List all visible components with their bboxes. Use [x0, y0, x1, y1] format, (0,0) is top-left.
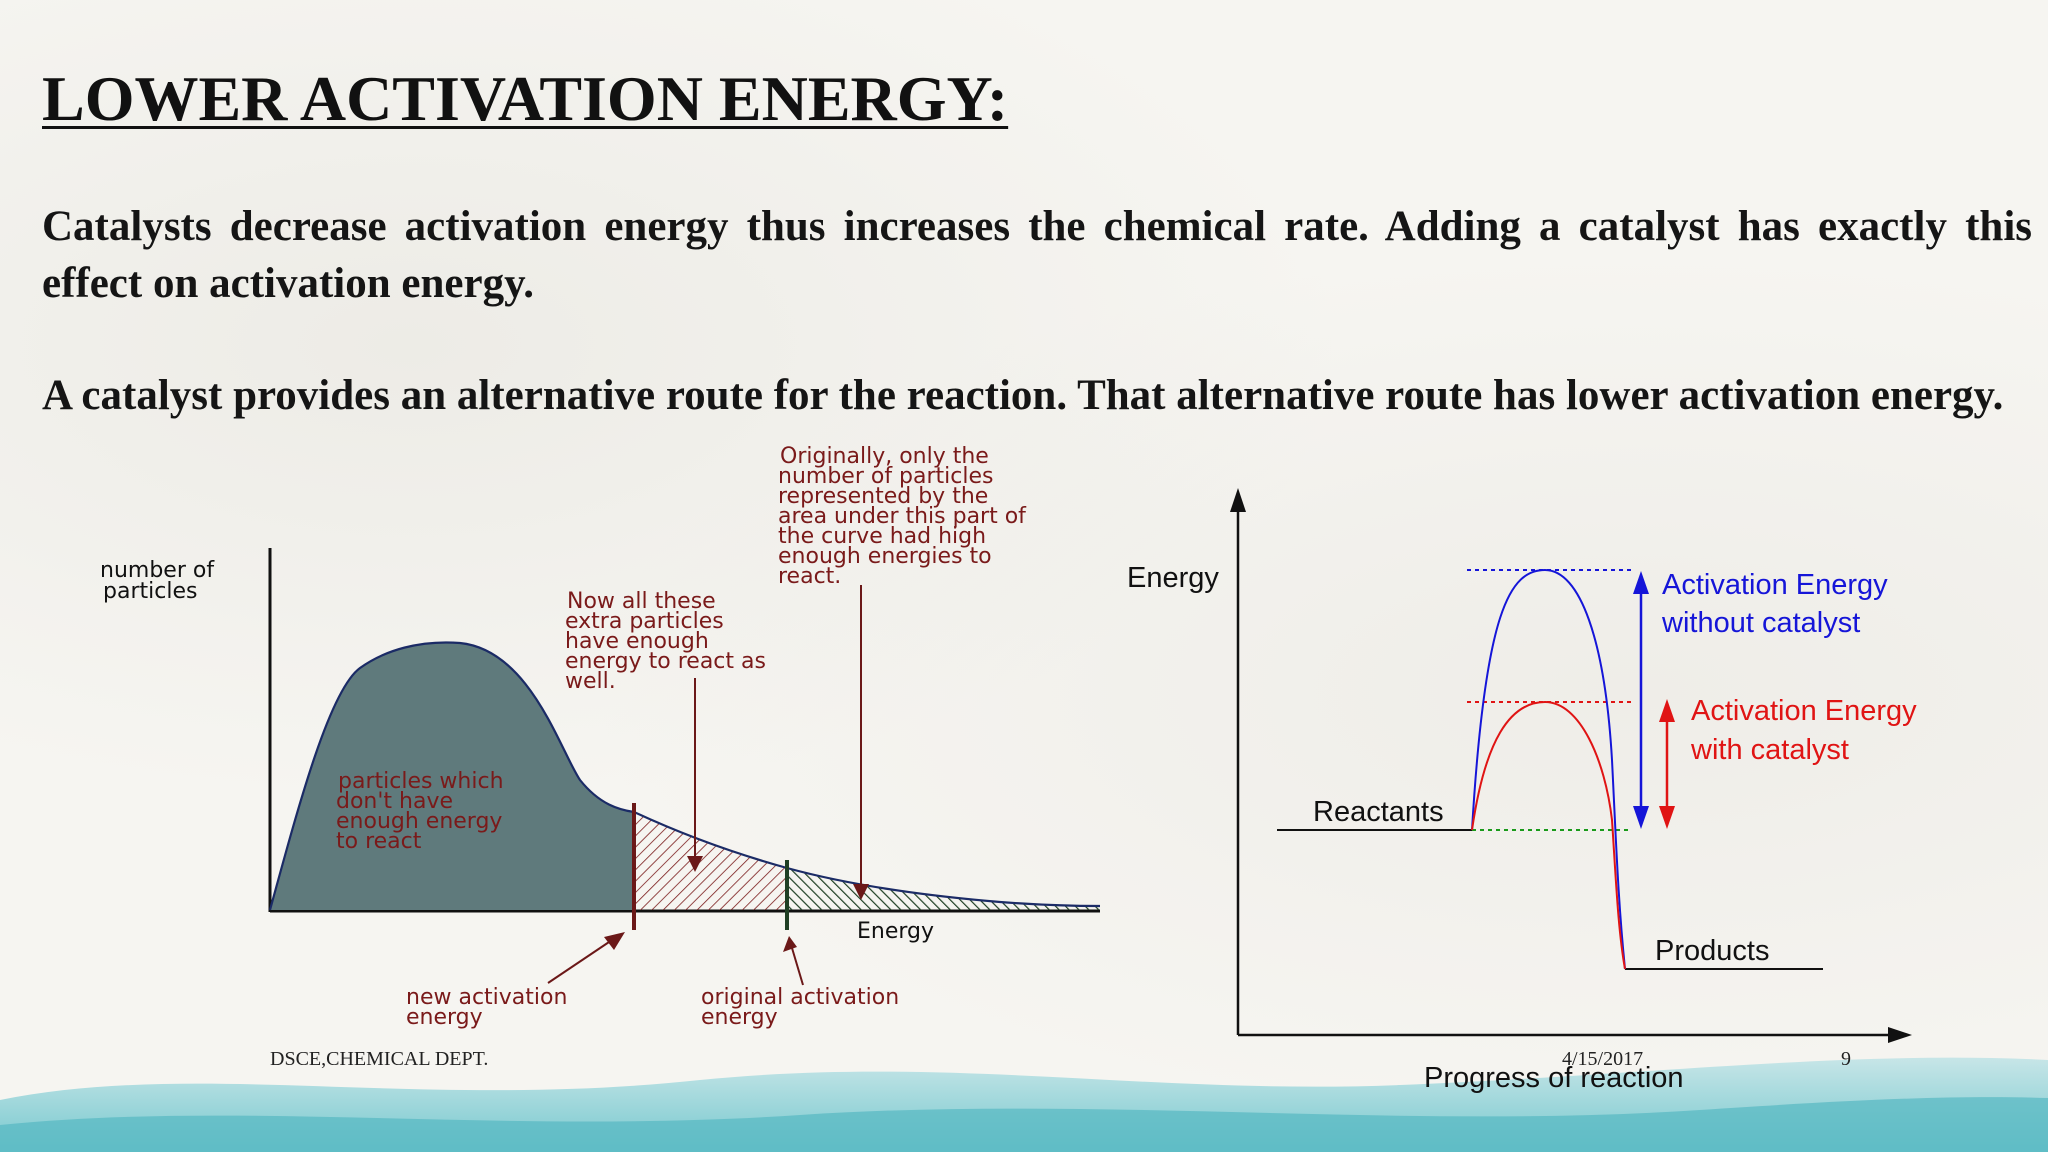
- svg-text:number of particles: number of particles: [778, 464, 994, 489]
- paragraph-catalyst-effect: Catalysts decrease activation energy thu…: [42, 203, 2032, 307]
- svg-text:the curve had high: the curve had high: [778, 524, 986, 549]
- footer-page-number: 9: [1841, 1048, 1851, 1070]
- new-activation-label: new activation energy: [406, 985, 567, 1030]
- original-activation-label: original activation energy: [701, 985, 899, 1030]
- svg-text:original activation: original activation: [701, 985, 899, 1010]
- svg-text:represented by the: represented by the: [778, 484, 988, 509]
- arrow-new-callout: [687, 856, 703, 872]
- products-label: Products: [1655, 935, 1769, 967]
- slide-title: LOWER ACTIVATION ENERGY:: [42, 63, 1009, 134]
- paragraph-alternative-route: A catalyst provides an alternative route…: [42, 372, 2004, 419]
- arrow-new-activation: [604, 932, 625, 950]
- svg-text:enough energy: enough energy: [336, 809, 502, 834]
- arrow-without-up: [1633, 571, 1649, 594]
- curve-without-catalyst: [1471, 568, 1626, 970]
- distribution-y-label-2: particles: [103, 579, 197, 604]
- distribution-x-label: Energy: [857, 919, 934, 944]
- svg-text:Now all these: Now all these: [567, 589, 716, 614]
- arrow-with-down: [1659, 806, 1675, 829]
- svg-text:have enough: have enough: [565, 629, 709, 654]
- svg-text:energy to react as: energy to react as: [565, 649, 766, 674]
- svg-text:don't have: don't have: [336, 789, 453, 814]
- arrow-original-activation: [783, 936, 797, 952]
- svg-text:particles which: particles which: [338, 769, 504, 794]
- inside-label: particles which don't have enough energy…: [336, 769, 504, 854]
- callout-new-particles: Now all these extra particles have enoug…: [565, 589, 766, 694]
- arrow-without-down: [1633, 806, 1649, 829]
- svg-text:Originally, only the: Originally, only the: [780, 444, 989, 469]
- without-catalyst-line1: Activation Energy: [1662, 569, 1888, 601]
- curve-with-catalyst: [1471, 700, 1626, 970]
- callout-original-particles: Originally, only the number of particles…: [778, 444, 1027, 589]
- distribution-curve-fill-left: [270, 642, 460, 910]
- original-activation-hatch: [787, 868, 1100, 910]
- with-catalyst-line2: with catalyst: [1690, 734, 1849, 766]
- svg-text:energy: energy: [406, 1005, 483, 1030]
- svg-text:extra particles: extra particles: [565, 609, 724, 634]
- arrow-original-callout: [853, 884, 869, 900]
- energy-x-label: Progress of reaction: [1424, 1062, 1684, 1094]
- decorative-wave: [0, 1057, 2048, 1152]
- arrow-with-up: [1659, 699, 1675, 722]
- without-catalyst-line2: without catalyst: [1661, 607, 1860, 639]
- new-activation-hatch: [634, 812, 787, 910]
- distribution-y-label-1: number of: [100, 558, 215, 583]
- svg-text:enough energies to: enough energies to: [778, 544, 992, 569]
- energy-x-arrowhead: [1888, 1027, 1912, 1043]
- svg-text:to react: to react: [336, 829, 422, 854]
- svg-text:energy: energy: [701, 1005, 778, 1030]
- svg-text:new activation: new activation: [406, 985, 567, 1010]
- svg-text:well.: well.: [565, 669, 616, 694]
- reactants-label: Reactants: [1313, 796, 1444, 828]
- svg-text:react.: react.: [778, 564, 841, 589]
- footer-date: 4/15/2017: [1562, 1048, 1644, 1070]
- energy-y-label: Energy: [1127, 562, 1219, 594]
- distribution-curve: [268, 641, 1101, 911]
- with-catalyst-line1: Activation Energy: [1691, 695, 1917, 727]
- svg-text:area under this part of: area under this part of: [778, 504, 1027, 529]
- footer-department: DSCE,CHEMICAL DEPT.: [270, 1048, 489, 1070]
- energy-y-arrowhead: [1230, 488, 1246, 512]
